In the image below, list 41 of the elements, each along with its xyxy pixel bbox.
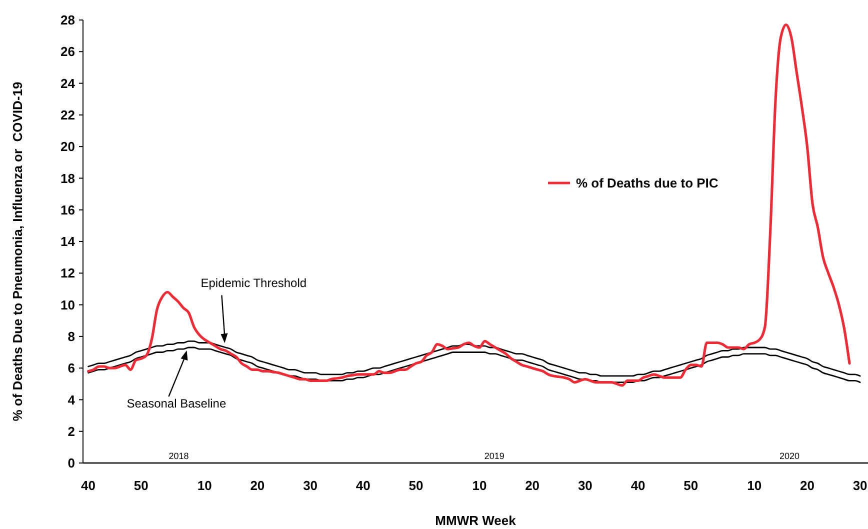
text: Epidemic Threshold xyxy=(200,276,307,290)
y-tick-label: 22 xyxy=(60,107,75,122)
x-tick-label: 40 xyxy=(81,478,96,493)
y-tick-label: 26 xyxy=(60,44,75,60)
x-tick-label: 10 xyxy=(197,478,212,493)
x-tick-label: 30 xyxy=(852,478,868,493)
y-tick-label: 24 xyxy=(60,76,76,91)
y-tick-label: 6 xyxy=(68,360,75,376)
line-series xyxy=(88,346,861,384)
y-tick-label: 14 xyxy=(60,234,76,250)
y-tick-label: 18 xyxy=(60,170,75,186)
x-tick-label: 10 xyxy=(472,478,487,493)
annotation: 2020 xyxy=(779,451,800,461)
x-tick-label: 50 xyxy=(408,478,424,493)
y-tick-label: 10 xyxy=(60,297,75,312)
y-tick-label: 2 xyxy=(68,424,75,439)
x-tick-label: 30 xyxy=(578,478,592,493)
line-series xyxy=(86,23,851,387)
x-tick-label: 50 xyxy=(684,478,698,493)
x-tick-label: 20 xyxy=(800,478,814,493)
y-tick-label: 8 xyxy=(68,328,75,344)
y-tick-label: 4 xyxy=(68,392,76,408)
legend-label: % of Deaths due to PIC xyxy=(576,176,719,191)
y-tick-label: 20 xyxy=(60,139,75,154)
x-tick-label: 20 xyxy=(525,478,540,493)
x-tick-label: 20 xyxy=(250,478,265,493)
line-series xyxy=(88,340,861,377)
y-tick-label: 16 xyxy=(60,202,75,218)
y-tick-label: 12 xyxy=(60,266,75,281)
x-tick-label: 10 xyxy=(747,478,762,493)
x-tick-label: 50 xyxy=(134,478,148,493)
annotation: 2018 xyxy=(168,451,189,461)
x-tick-label: 30 xyxy=(303,478,318,493)
annotation: 2019 xyxy=(484,451,504,461)
x-axis-title: MMWR Week xyxy=(435,513,517,528)
y-tick-label: 28 xyxy=(60,12,75,28)
text: Seasonal Baseline xyxy=(126,396,226,411)
x-tick-label: 40 xyxy=(356,478,370,493)
y-axis-title: % of Deaths Due to Pneumonia, Influenza or COVID-19 xyxy=(10,82,25,422)
y-tick-label: 0 xyxy=(68,456,75,471)
x-tick-label: 40 xyxy=(630,478,646,493)
